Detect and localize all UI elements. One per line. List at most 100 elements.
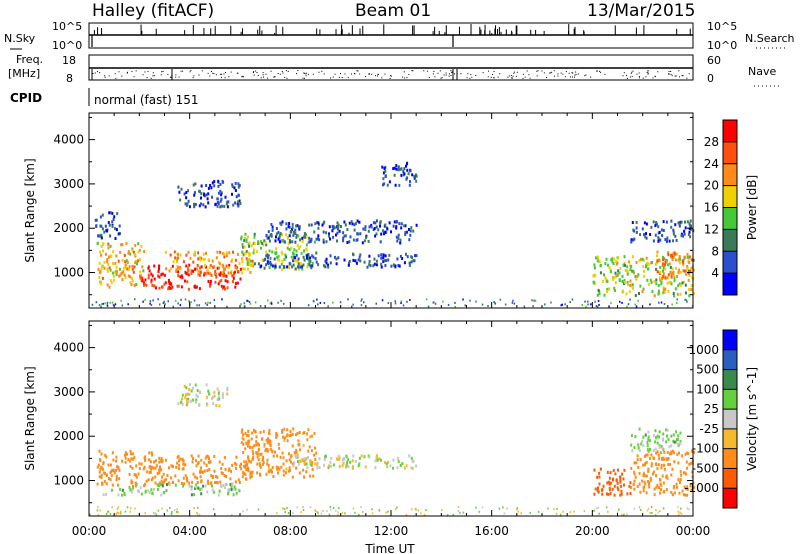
echo-cell (186, 280, 189, 284)
echo-cell (244, 477, 247, 481)
echo-cell (281, 252, 284, 256)
echo-cell (644, 433, 647, 437)
echo-cell (397, 168, 400, 172)
echo-cell (198, 304, 200, 307)
echo-cell (619, 266, 622, 270)
echo-cell (257, 240, 260, 244)
echo-cell (165, 489, 168, 492)
echo-cell (317, 512, 319, 515)
echo-cell (481, 303, 484, 306)
echo-cell (246, 260, 249, 264)
echo-cell (305, 462, 308, 466)
echo-cell (672, 439, 675, 443)
echo-cell (291, 222, 294, 226)
echo-cell (638, 292, 640, 295)
echo-cell (414, 254, 417, 258)
echo-cell (656, 483, 659, 487)
echo-cell (285, 222, 288, 226)
echo-cell (283, 302, 285, 305)
echo-cell (279, 240, 281, 244)
echo-cell (285, 233, 288, 237)
echo-cell (109, 463, 112, 467)
echo-cell (517, 510, 520, 513)
echo-cell (99, 270, 102, 274)
echo-cell (278, 265, 281, 269)
nave-tick-top: 60 (707, 54, 721, 67)
echo-cell (137, 250, 140, 254)
echo-cell (641, 257, 644, 261)
echo-cell (265, 254, 268, 258)
echo-cell (162, 302, 165, 305)
echo-cell (119, 512, 122, 515)
echo-cell (638, 259, 641, 263)
echo-cell (221, 472, 224, 475)
echo-cell (673, 460, 676, 464)
echo-cell (199, 270, 202, 274)
echo-cell (660, 228, 663, 232)
echo-cell (147, 273, 150, 277)
echo-cell (638, 482, 641, 486)
echo-cell (652, 449, 655, 453)
echo-cell (114, 261, 117, 265)
echo-cell (656, 250, 659, 254)
echo-cell (278, 446, 281, 450)
echo-cell (269, 260, 272, 264)
echo-cell (280, 250, 283, 254)
echo-cell (379, 224, 381, 228)
echo-cell (336, 239, 338, 243)
echo-cell (413, 174, 416, 178)
echo-cell (234, 281, 237, 285)
echo-cell (364, 465, 367, 469)
echo-cell (357, 464, 360, 468)
echo-cell (619, 480, 622, 484)
echo-cell (687, 233, 690, 237)
echo-cell (342, 458, 344, 462)
echo-cell (188, 484, 191, 488)
echo-cell (679, 283, 682, 287)
echo-cell (464, 304, 466, 307)
echo-cell (288, 466, 291, 470)
echo-region (96, 449, 154, 488)
echo-cell (303, 249, 305, 253)
echo-cell (336, 227, 339, 231)
echo-cell (649, 233, 652, 236)
echo-cell (348, 240, 351, 244)
echo-cell (667, 251, 670, 255)
echo-cell (199, 475, 202, 479)
echo-cell (386, 227, 389, 231)
echo-cell (318, 466, 321, 470)
echo-cell (95, 224, 98, 228)
echo-cell (324, 259, 327, 263)
echo-cell (154, 475, 157, 479)
echo-cell (345, 454, 348, 458)
echo-cell (248, 301, 251, 303)
echo-cell (607, 263, 609, 267)
echo-cell (214, 475, 217, 478)
echo-cell (209, 282, 212, 286)
echo-cell (130, 507, 132, 510)
echo-cell (513, 302, 516, 305)
echo-cell (624, 269, 627, 272)
echo-cell (195, 459, 197, 463)
echo-cell (283, 508, 286, 510)
echo-cell (317, 263, 320, 267)
echo-cell (183, 482, 186, 486)
echo-cell (204, 205, 207, 209)
echo-cell (667, 457, 670, 461)
echo-cell (217, 392, 220, 396)
echo-cell (314, 446, 316, 450)
echo-cell (158, 275, 161, 279)
echo-cell (689, 267, 692, 271)
echo-cell (216, 197, 219, 201)
echo-cell (626, 272, 629, 276)
echo-cell (475, 506, 477, 509)
echo-cell (369, 264, 372, 268)
echo-cell (283, 436, 286, 440)
echo-cell (308, 223, 311, 227)
echo-cell (213, 394, 216, 398)
echo-cell (207, 271, 210, 275)
echo-cell (643, 454, 646, 458)
echo-cell (401, 462, 404, 466)
echo-cell (121, 493, 124, 497)
echo-cell (211, 195, 213, 199)
